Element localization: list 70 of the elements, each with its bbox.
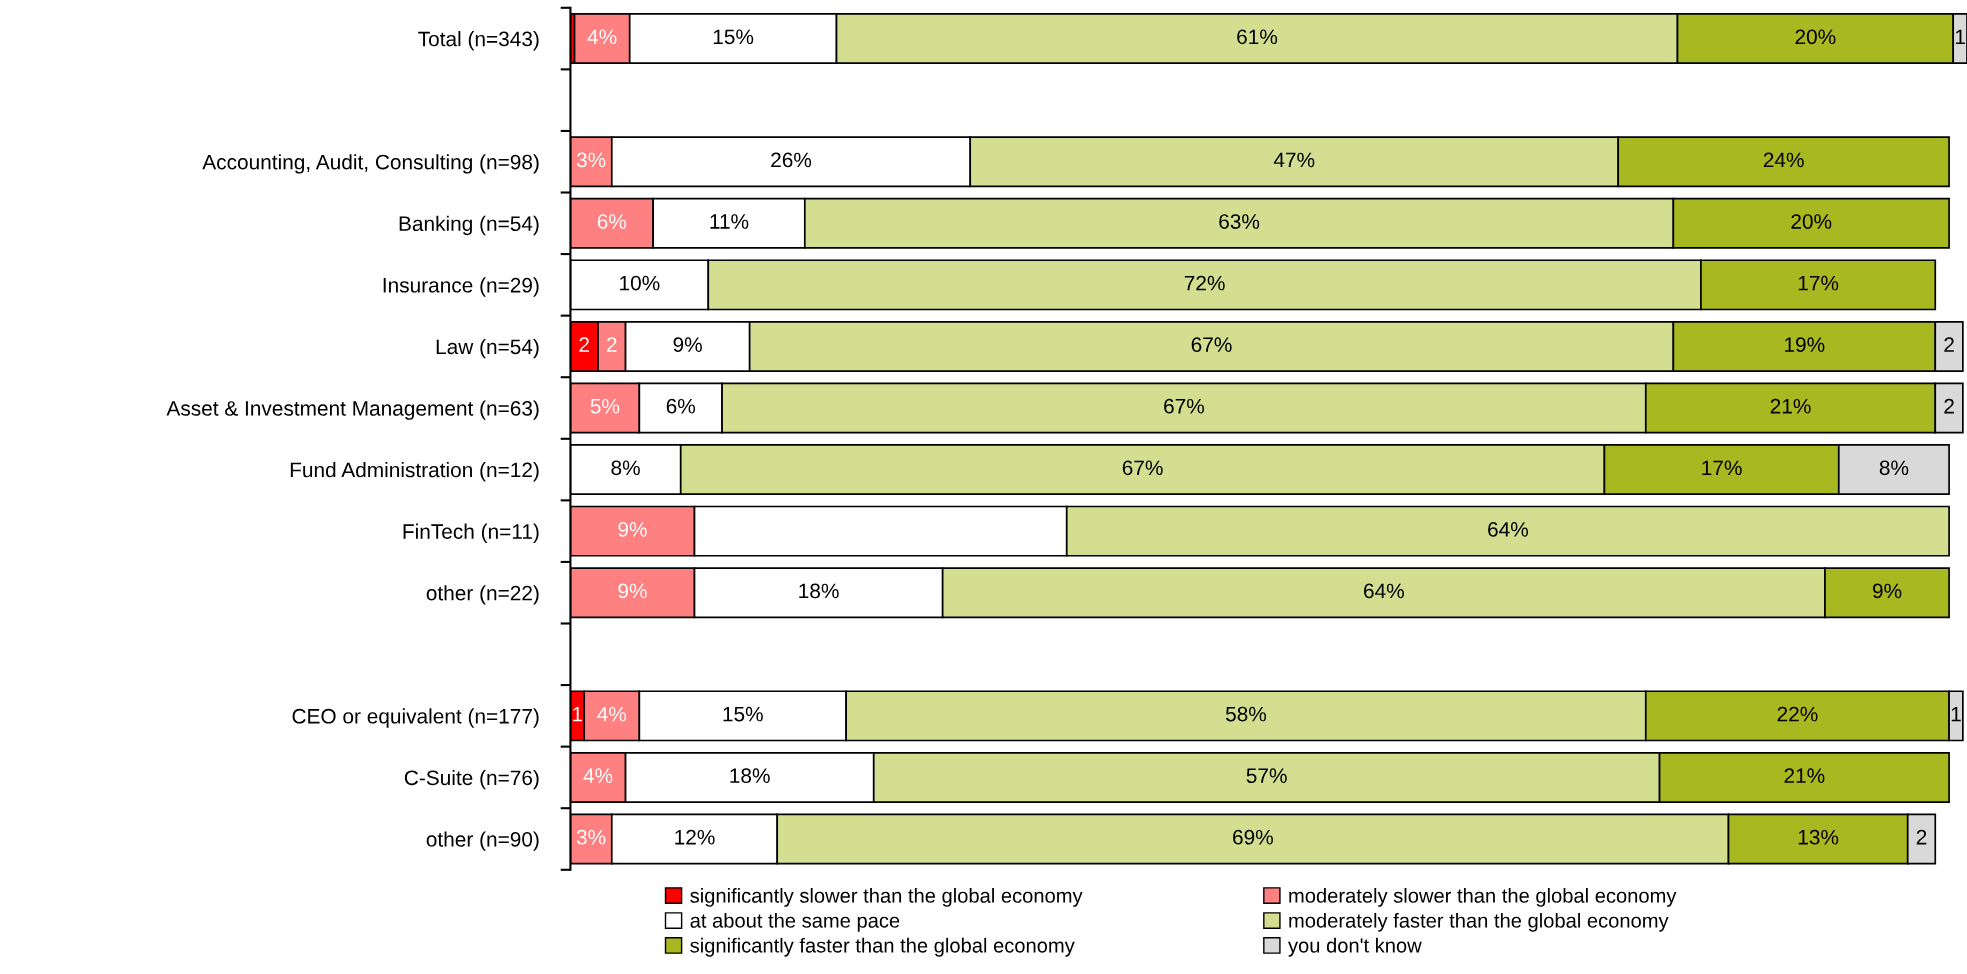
data-label: 21% xyxy=(1770,398,1811,414)
data-label: 20% xyxy=(1791,214,1832,229)
data-label: 20% xyxy=(1795,29,1836,45)
data-label: 8% xyxy=(1879,460,1909,476)
data-label: 4% xyxy=(587,29,617,45)
y-tick-label: Total (n=343) xyxy=(418,31,539,51)
data-label: 4% xyxy=(583,768,613,783)
data-label: 2 xyxy=(607,337,617,352)
y-tick-label: C-Suite (n=76) xyxy=(404,769,539,790)
data-label: 9% xyxy=(618,521,647,537)
data-label: 15% xyxy=(723,706,763,722)
data-label: 26% xyxy=(771,152,812,168)
y-tick-label: Fund Administration (n=12) xyxy=(290,462,539,482)
data-label: 61% xyxy=(1237,29,1278,45)
data-label: 67% xyxy=(1122,460,1163,476)
y-tick-label: CEO or equivalent (n=177) xyxy=(292,708,539,728)
y-tick-label: Insurance (n=29) xyxy=(383,277,539,297)
data-label: 9% xyxy=(673,337,702,353)
data-label: 2 xyxy=(1944,398,1954,414)
data-label: 6% xyxy=(597,214,627,229)
data-label: 2 xyxy=(1944,337,1954,352)
y-tick-label: Asset & Investment Management (n=63) xyxy=(166,400,539,420)
data-label: 64% xyxy=(1364,583,1404,599)
data-label: 2 xyxy=(1916,829,1927,845)
data-label: 12% xyxy=(675,829,715,845)
data-label: 3% xyxy=(576,829,606,845)
data-label: 4% xyxy=(597,706,627,722)
data-label: 67% xyxy=(1164,398,1205,414)
data-label: 10% xyxy=(620,275,660,291)
data-label: 64% xyxy=(1488,521,1529,537)
data-label: 11% xyxy=(710,214,749,229)
data-label: 24% xyxy=(1763,152,1804,168)
data-label: 22% xyxy=(1777,706,1818,722)
data-label: 69% xyxy=(1233,829,1273,845)
data-label: 9% xyxy=(618,583,647,599)
legend-label: significantly slower than the global economy xyxy=(690,888,1083,907)
data-label: 15% xyxy=(713,29,754,45)
data-label: 58% xyxy=(1225,706,1267,722)
y-tick-label: Accounting, Audit, Consulting (n=98) xyxy=(202,154,539,174)
y-tick-label: Banking (n=54) xyxy=(399,215,539,236)
data-label: 8% xyxy=(611,460,640,476)
legend-label: you don't know xyxy=(1288,937,1422,957)
data-label: 72% xyxy=(1184,275,1225,291)
data-label: 3% xyxy=(576,152,606,168)
y-tick-label: FinTech (n=11) xyxy=(403,523,539,544)
data-label: 5% xyxy=(590,398,620,414)
legend-label: moderately faster than the global economy xyxy=(1289,912,1669,932)
legend-label: at about the same pace xyxy=(690,912,900,932)
data-label: 1 xyxy=(1955,29,1965,44)
data-label: 21% xyxy=(1784,768,1825,783)
data-label: 17% xyxy=(1798,275,1839,291)
y-tick-label: other (n=22) xyxy=(426,585,539,605)
data-label: 13% xyxy=(1798,829,1839,845)
data-label: 67% xyxy=(1191,337,1232,353)
data-label: 1 xyxy=(1951,706,1961,722)
data-label: 9% xyxy=(1872,583,1902,599)
data-label: 1 xyxy=(573,706,583,722)
data-label: 47% xyxy=(1273,152,1315,168)
data-label: 19% xyxy=(1785,337,1825,353)
y-tick-label: other (n=90) xyxy=(426,831,539,851)
legend-label: moderately slower than the global economy xyxy=(1289,888,1677,907)
data-label: 2 xyxy=(579,337,589,352)
data-label: 18% xyxy=(730,768,770,784)
data-label: 18% xyxy=(799,583,839,599)
legend-label: significantly faster than the global economy xyxy=(690,937,1075,957)
data-label: 17% xyxy=(1702,460,1742,476)
data-label: 6% xyxy=(666,398,696,414)
data-label: 63% xyxy=(1219,214,1260,229)
y-tick-label: Law (n=54) xyxy=(436,338,539,359)
data-label: 57% xyxy=(1246,768,1287,784)
